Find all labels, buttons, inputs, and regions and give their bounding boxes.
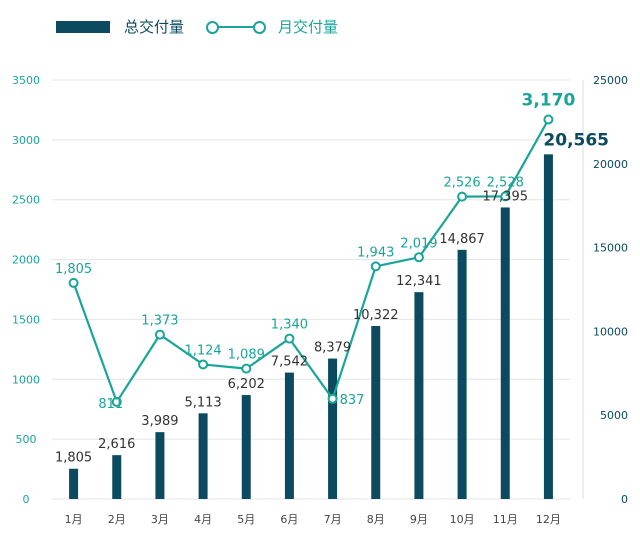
x-axis-tick: 10月	[450, 513, 475, 526]
bar-value-label: 10,322	[353, 308, 399, 323]
line-point	[284, 333, 295, 344]
legend-bar-swatch	[56, 20, 110, 33]
bar	[414, 292, 424, 499]
bar	[155, 432, 165, 499]
line-point	[154, 329, 165, 340]
line-value-label: 3,170	[522, 91, 576, 111]
line-value-label: 837	[340, 393, 365, 408]
bar	[198, 413, 208, 499]
bar	[328, 358, 338, 499]
x-axis-tick: 7月	[324, 513, 342, 526]
left-axis-tick: 2500	[12, 194, 40, 207]
bar	[284, 372, 294, 499]
bar-value-label: 17,395	[483, 189, 529, 204]
left-axis-tick: 2000	[12, 254, 40, 267]
legend: 总交付量 月交付量	[56, 16, 338, 37]
line-point	[111, 396, 122, 407]
line-value-label: 1,373	[141, 314, 178, 329]
x-axis-tick: 6月	[280, 513, 298, 526]
left-axis-tick: 1500	[12, 313, 40, 326]
legend-line-swatch	[206, 20, 267, 34]
bar-value-label: 1,805	[55, 451, 92, 466]
bar-value-label: 5,113	[184, 395, 221, 410]
right-axis-tick: 15000	[593, 242, 628, 255]
right-axis-tick: 0	[621, 493, 628, 506]
line-value-label: 2,019	[400, 236, 437, 251]
line-value-label: 1,805	[55, 262, 92, 277]
bar	[371, 326, 381, 499]
line-series	[72, 118, 550, 404]
line-point	[327, 393, 338, 404]
left-axis-tick: 500	[16, 433, 37, 446]
line-value-label: 1,124	[184, 343, 221, 358]
line-point	[370, 261, 381, 272]
line-point	[413, 252, 424, 263]
right-axis-tick: 10000	[593, 325, 628, 338]
x-axis-tick: 4月	[194, 513, 212, 526]
line-value-label: 1,943	[357, 245, 394, 260]
bar	[500, 207, 510, 500]
line-point	[68, 277, 79, 288]
line-value-label: 811	[98, 397, 123, 412]
right-axis-tick: 25000	[593, 74, 628, 87]
legend-line-label: 月交付量	[278, 18, 339, 36]
left-axis-tick: 0	[23, 493, 30, 506]
line-point	[500, 191, 511, 202]
bar	[69, 468, 79, 499]
x-axis-tick: 11月	[493, 513, 518, 526]
line-value-label: 1,089	[228, 348, 265, 363]
bar-value-label: 7,542	[271, 355, 308, 370]
bar-value-label: 6,202	[228, 377, 265, 392]
x-axis-tick: 3月	[151, 513, 169, 526]
bar	[241, 395, 251, 499]
left-axis-tick: 1000	[12, 373, 40, 386]
bar-value-label: 12,341	[396, 274, 442, 289]
x-axis-tick: 9月	[410, 513, 428, 526]
legend-bar-label: 总交付量	[124, 18, 185, 36]
bar-value-label: 2,616	[98, 437, 135, 452]
line-value-label: 2,526	[443, 176, 480, 191]
line-value-label: 1,340	[271, 318, 308, 333]
x-axis-tick: 2月	[108, 513, 126, 526]
x-axis-tick: 5月	[237, 513, 255, 526]
bar-value-label: 3,989	[141, 414, 178, 429]
bar-value-label: 14,867	[439, 232, 485, 247]
left-axis-tick: 3500	[12, 74, 40, 87]
line-point	[543, 114, 554, 125]
line-point	[241, 363, 252, 374]
x-axis-tick: 8月	[367, 513, 385, 526]
left-axis-tick: 3000	[12, 134, 40, 147]
bar-value-label: 8,379	[314, 341, 351, 356]
bar	[543, 154, 553, 499]
right-axis-tick: 5000	[600, 409, 628, 422]
x-axis-tick: 12月	[536, 513, 561, 526]
line-value-label: 2,528	[487, 175, 524, 190]
line-point	[457, 191, 468, 202]
bar	[457, 249, 467, 499]
bar-value-label: 20,565	[543, 130, 609, 150]
right-axis-tick: 20000	[593, 158, 628, 171]
bar	[112, 455, 122, 499]
x-axis-tick: 1月	[65, 513, 83, 526]
line-point	[198, 359, 209, 370]
